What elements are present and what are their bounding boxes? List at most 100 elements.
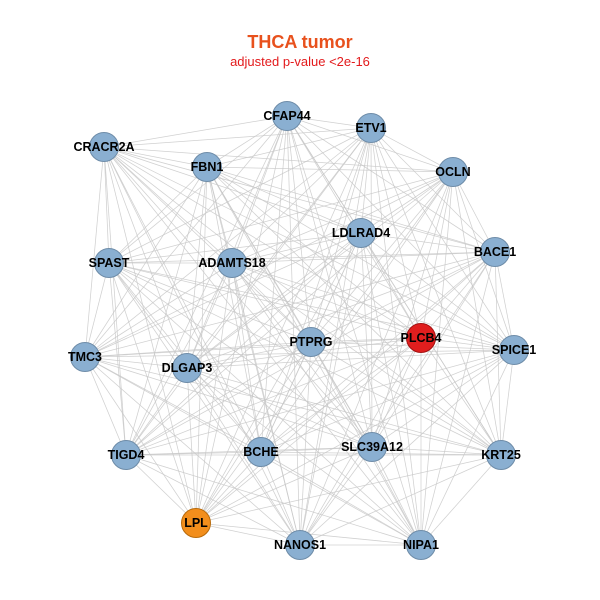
node-TMC3 [70,342,100,372]
node-NANOS1 [285,530,315,560]
edge-SLC39A12-NANOS1 [299,446,373,546]
edge-TMC3-KRT25 [84,356,502,456]
edge-ADAMTS18-NIPA1 [231,262,422,546]
edge-BACE1-PTPRG [310,251,496,343]
edge-SLC39A12-KRT25 [371,446,502,456]
edge-BACE1-ADAMTS18 [231,251,496,264]
node-TIGD4 [111,440,141,470]
node-NIPA1 [406,530,436,560]
edge-PLCB4-SLC39A12 [371,337,422,448]
edge-CRACR2A-DLGAP3 [103,146,188,369]
edge-KRT25-LPL [195,454,502,524]
edge-PLCB4-SPICE1 [420,337,515,351]
edge-OCLN-BACE1 [452,171,496,253]
edge-FBN1-LDLRAD4 [206,166,362,234]
node-label-NIPA1: NIPA1 [403,538,439,552]
node-label-FBN1: FBN1 [191,160,224,174]
node-label-CRACR2A: CRACR2A [73,140,134,154]
edge-CFAP44-CRACR2A [103,115,288,148]
edge-PLCB4-BCHE [260,337,422,453]
edge-FBN1-SPAST [108,166,208,264]
edge-OCLN-NANOS1 [299,171,454,546]
edge-SPICE1-NIPA1 [420,349,515,546]
edge-CRACR2A-SLC39A12 [103,146,373,448]
edge-OCLN-SPAST [108,171,454,264]
edge-DLGAP3-BCHE [186,367,262,453]
edge-ETV1-BACE1 [370,127,496,253]
edge-CFAP44-FBN1 [206,115,288,168]
edge-PTPRG-BCHE [260,341,312,453]
edge-CRACR2A-OCLN [103,146,454,173]
edge-TMC3-DLGAP3 [84,356,188,369]
edge-ETV1-TIGD4 [125,127,372,456]
edge-BACE1-SPAST [108,251,496,264]
edge-ETV1-ADAMTS18 [231,127,372,264]
edge-ETV1-TMC3 [84,127,372,358]
edge-BCHE-NANOS1 [260,451,301,546]
edge-SPICE1-BCHE [260,349,515,453]
node-LDLRAD4 [346,218,376,248]
edge-ETV1-DLGAP3 [186,127,372,369]
edge-TMC3-NANOS1 [84,356,301,546]
edge-SPAST-TMC3 [84,262,110,358]
edge-FBN1-TIGD4 [125,166,208,456]
edge-SPAST-DLGAP3 [108,262,188,369]
edge-SPICE1-KRT25 [500,349,515,456]
node-OCLN [438,157,468,187]
edge-TMC3-BCHE [84,356,262,453]
edge-CFAP44-SLC39A12 [286,115,373,448]
node-ETV1 [356,113,386,143]
edge-DLGAP3-NIPA1 [186,367,422,546]
edge-DLGAP3-LPL [186,367,197,524]
edge-LDLRAD4-SPAST [108,232,362,264]
edge-FBN1-SPICE1 [206,166,515,351]
node-label-TMC3: TMC3 [68,350,102,364]
node-CFAP44 [272,101,302,131]
edge-CRACR2A-FBN1 [103,146,208,168]
edge-TMC3-LPL [84,356,197,524]
edge-CRACR2A-LPL [103,146,197,524]
edge-ETV1-SPICE1 [370,127,515,351]
edge-DLGAP3-KRT25 [186,367,502,456]
node-PTPRG [296,327,326,357]
node-BCHE [246,437,276,467]
edge-LDLRAD4-ADAMTS18 [231,232,362,264]
edge-CRACR2A-SPAST [103,146,110,264]
edge-SPAST-PLCB4 [108,262,422,339]
edge-TIGD4-NIPA1 [125,454,422,546]
node-SLC39A12 [357,432,387,462]
edges-layer [84,115,515,546]
node-SPICE1 [499,335,529,365]
edge-ADAMTS18-NANOS1 [231,262,301,546]
edge-BCHE-NIPA1 [260,451,422,546]
node-label-LPL: LPL [184,516,208,530]
edge-SPAST-SPICE1 [108,262,515,351]
plot-title: THCA tumor [247,32,353,52]
edge-ETV1-KRT25 [370,127,502,456]
edge-FBN1-PLCB4 [206,166,422,339]
node-label-SPAST: SPAST [89,256,130,270]
node-FBN1 [192,152,222,182]
edge-LDLRAD4-TMC3 [84,232,362,358]
node-label-CFAP44: CFAP44 [263,109,310,123]
edge-SPAST-LPL [108,262,197,524]
edge-PTPRG-LPL [195,341,312,524]
edge-CRACR2A-TIGD4 [103,146,127,456]
edge-BACE1-KRT25 [494,251,502,456]
edge-PTPRG-NANOS1 [299,341,312,546]
edge-ETV1-FBN1 [206,127,372,168]
node-label-LDLRAD4: LDLRAD4 [332,226,390,240]
edge-BACE1-SPICE1 [494,251,515,351]
edge-FBN1-BCHE [206,166,262,453]
edge-PTPRG-DLGAP3 [186,341,312,369]
edge-SPAST-SLC39A12 [108,262,373,448]
edge-LDLRAD4-SPICE1 [360,232,515,351]
edge-OCLN-LDLRAD4 [360,171,454,234]
node-label-PLCB4: PLCB4 [401,331,442,345]
node-PLCB4 [406,323,436,353]
edge-TIGD4-LPL [125,454,197,524]
edge-FBN1-LPL [195,166,208,524]
node-label-KRT25: KRT25 [481,448,521,462]
edge-SPICE1-SLC39A12 [371,349,515,448]
node-label-TIGD4: TIGD4 [108,448,145,462]
